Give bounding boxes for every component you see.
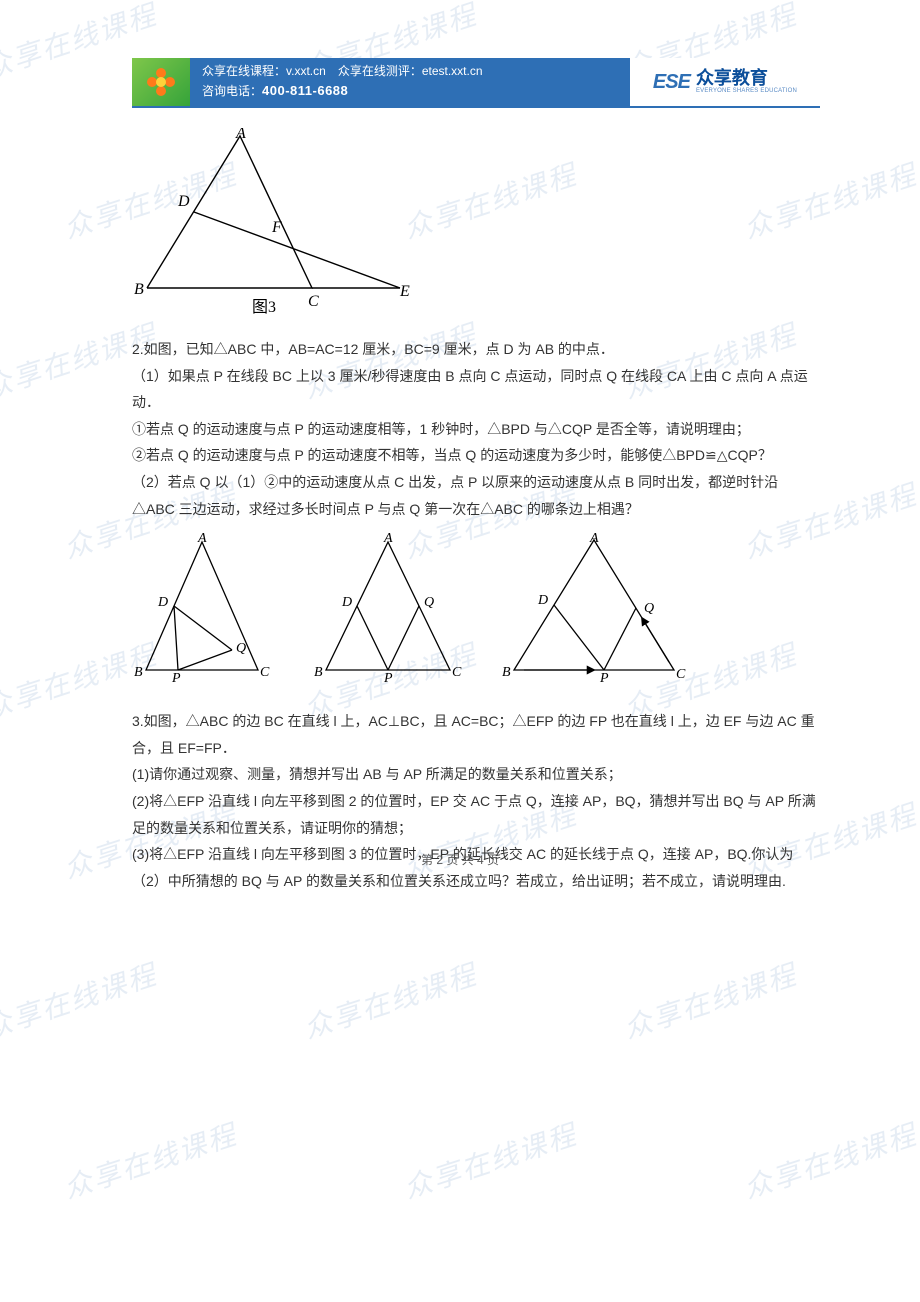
lbl-A: A [235,128,246,142]
q2-p4: （2）若点 Q 以（1）②中的运动速度从点 C 出发，点 P 以原来的运动速度从… [132,469,820,522]
page-footer: 第 2 页 共 4 页 [0,851,920,868]
banner-brand: ESE 众享教育 EVERYONE SHARES EDUCATION [630,58,820,106]
t1-Q: Q [236,641,246,656]
banner-line1-mid: 众享在线测评： [326,64,422,78]
banner-text: 众享在线课程：v.xxt.cn 众享在线测评：etest.xxt.cn 咨询电话… [190,58,630,106]
ese-logo-text: ESE [653,71,690,94]
page: 众享在线课程：v.xxt.cn 众享在线测评：etest.xxt.cn 咨询电话… [0,0,920,934]
t2-B: B [314,665,323,680]
banner-line2: 咨询电话：400-811-6688 [202,81,618,102]
brand-cn-block: 众享教育 EVERYONE SHARES EDUCATION [696,69,797,94]
content: A B C D E F 图3 2.如图，已知△ABC 中，AB=AC=12 厘米… [132,118,820,894]
watermark: 众享在线课程 [58,1113,242,1207]
lbl-E: E [399,283,410,300]
t3-B: B [502,665,511,680]
brand-en: EVERYONE SHARES EDUCATION [696,88,797,94]
q2-tri-1: A B C D P Q [132,532,282,682]
watermark: 众享在线课程 [618,953,802,1047]
t1-B: B [134,665,143,680]
t3-D: D [537,593,548,608]
lbl-F: F [271,219,282,236]
t1-P: P [171,671,181,682]
banner-logo-icon [132,58,190,106]
q2-tri-3: A B C D P Q [494,532,694,682]
banner-line1: 众享在线课程：v.xxt.cn 众享在线测评：etest.xxt.cn [202,62,618,81]
t2-C: C [452,665,462,680]
q2-p1: （1）如果点 P 在线段 BC 上以 3 厘米/秒得速度由 B 点向 C 点运动… [132,363,820,416]
header-banner: 众享在线课程：v.xxt.cn 众享在线测评：etest.xxt.cn 咨询电话… [132,58,820,108]
t1-C: C [260,665,270,680]
fig3-caption: 图3 [252,299,276,316]
t3-Q: Q [644,601,654,616]
q2-tri-2: A B C D P Q [308,532,468,682]
banner-url2: etest.xxt.cn [422,64,483,78]
banner-line2-prefix: 咨询电话： [202,84,262,98]
t1-D: D [157,595,168,610]
watermark: 众享在线课程 [298,953,482,1047]
q3-p1: (1)请你通过观察、测量，猜想并写出 AB 与 AP 所满足的数量关系和位置关系… [132,761,820,788]
t1-A: A [197,532,207,546]
q2-figures: A B C D P Q A B C D [132,532,820,682]
q2-p2: ①若点 Q 的运动速度与点 P 的运动速度相等，1 秒钟时，△BPD 与△CQP… [132,416,820,443]
watermark: 众享在线课程 [738,1113,920,1207]
figure-3: A B C D E F 图3 [132,128,820,318]
watermark: 众享在线课程 [0,953,162,1047]
t2-P: P [383,671,393,682]
brand-cn: 众享教育 [696,69,797,88]
q3-heading: 3.如图，△ABC 的边 BC 在直线 l 上，AC⊥BC，且 AC=BC；△E… [132,708,820,761]
t3-A: A [589,532,599,546]
t3-C: C [676,667,686,682]
t2-A: A [383,532,393,546]
lbl-C: C [308,293,319,310]
banner-phone: 400-811-6688 [262,83,348,98]
t2-D: D [341,595,352,610]
lbl-D: D [177,193,190,210]
t3-P: P [599,671,609,682]
watermark: 众享在线课程 [398,1113,582,1207]
banner-line1-prefix: 众享在线课程： [202,64,286,78]
q3-p2: (2)将△EFP 沿直线 l 向左平移到图 2 的位置时，EP 交 AC 于点 … [132,788,820,841]
lbl-B: B [134,281,144,298]
q2-heading: 2.如图，已知△ABC 中，AB=AC=12 厘米，BC=9 厘米，点 D 为 … [132,336,820,363]
figure-3-svg: A B C D E F 图3 [132,128,422,318]
banner-url1: v.xxt.cn [286,64,326,78]
q2-p3: ②若点 Q 的运动速度与点 P 的运动速度不相等，当点 Q 的运动速度为多少时，… [132,442,820,469]
t2-Q: Q [424,595,434,610]
